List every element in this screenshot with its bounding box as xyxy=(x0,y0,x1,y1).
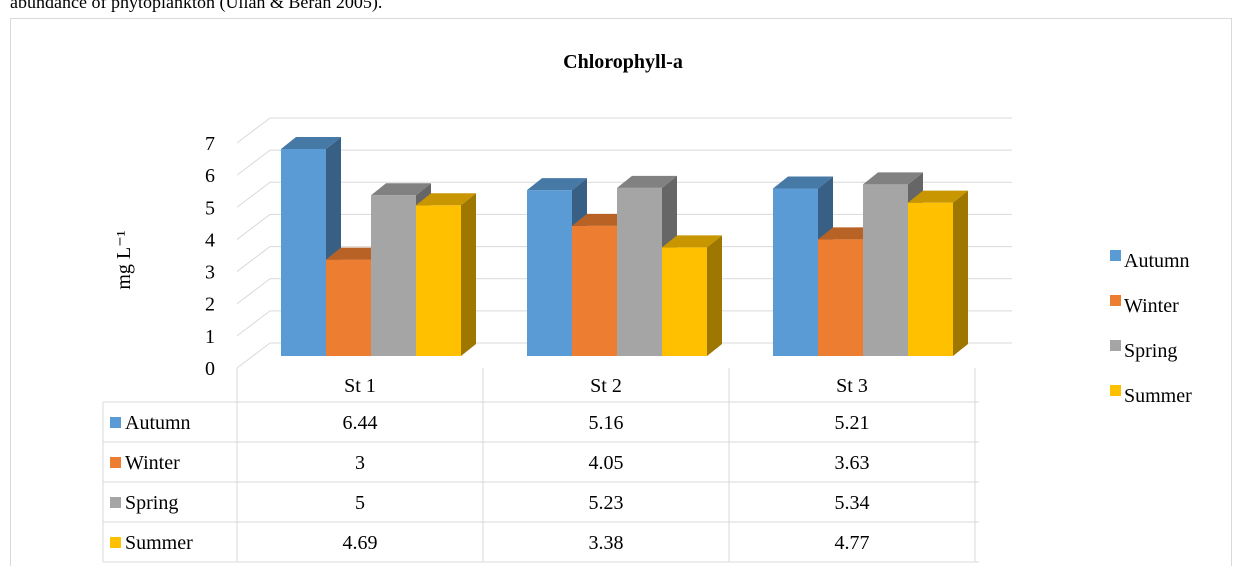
grid-line-side xyxy=(236,246,271,272)
legend-key xyxy=(1110,340,1121,351)
legend-key xyxy=(1110,250,1121,261)
y-tick-label: 6 xyxy=(205,165,215,187)
bar-top xyxy=(617,175,677,188)
table-row-label: Autumn xyxy=(125,412,191,434)
bar-side xyxy=(707,235,722,356)
x-tick-label: St 3 xyxy=(836,375,868,397)
bar xyxy=(617,187,662,356)
grid-line-side xyxy=(236,278,271,305)
x-tick-label: St 1 xyxy=(344,375,376,397)
table-legend-key xyxy=(110,537,121,548)
grid-line-side xyxy=(236,117,271,144)
table-row-label: Summer xyxy=(125,532,193,554)
table-value: 3.38 xyxy=(589,532,624,554)
grid-line-side xyxy=(236,342,271,369)
table-value: 5 xyxy=(355,492,365,514)
chart-title: Chlorophyll-a xyxy=(563,51,683,73)
legend-label: Spring xyxy=(1124,340,1177,362)
bar xyxy=(527,190,572,356)
y-tick-label: 7 xyxy=(205,133,215,155)
table-value: 5.23 xyxy=(589,492,624,514)
bar-top xyxy=(773,176,833,189)
bar-top xyxy=(662,235,722,248)
table-row-label: Spring xyxy=(125,492,178,514)
legend-key xyxy=(1110,295,1121,306)
page-text: abundance of phytoplankton (Ullah & Bera… xyxy=(10,0,382,13)
bar-top xyxy=(281,137,341,149)
legend-key xyxy=(1110,385,1121,396)
y-axis-label: mg L⁻¹ xyxy=(113,230,135,289)
grid-line-side xyxy=(236,181,271,208)
bar-top xyxy=(527,178,587,191)
grid-line-side xyxy=(236,149,271,176)
table-row-label: Winter xyxy=(125,452,180,474)
bar xyxy=(572,225,617,356)
table-value: 3.63 xyxy=(835,452,870,474)
bar xyxy=(326,259,371,356)
grid-line-side xyxy=(236,310,271,337)
table-value: 4.05 xyxy=(589,452,624,474)
bar xyxy=(281,149,326,356)
table-value: 5.16 xyxy=(589,412,624,434)
table-legend-key xyxy=(110,457,121,468)
bar-top xyxy=(416,193,476,206)
legend-label: Autumn xyxy=(1124,250,1190,272)
y-tick-label: 3 xyxy=(205,262,215,284)
bar-top xyxy=(863,172,923,185)
bar xyxy=(773,188,818,356)
y-tick-label: 4 xyxy=(205,229,215,251)
table-value: 5.21 xyxy=(835,412,870,434)
table-value: 4.69 xyxy=(343,532,378,554)
x-tick-label: St 2 xyxy=(590,375,622,397)
bar xyxy=(371,195,416,356)
y-tick-label: 5 xyxy=(205,197,215,219)
table-legend-key xyxy=(110,417,121,428)
bar xyxy=(818,239,863,356)
table-value: 4.77 xyxy=(835,532,870,554)
table-value: 6.44 xyxy=(343,412,378,434)
bar-side xyxy=(461,193,476,356)
bar-top xyxy=(908,190,968,203)
bar-top xyxy=(371,183,431,196)
bar xyxy=(863,184,908,356)
y-tick-label: 1 xyxy=(205,326,215,348)
legend-label: Winter xyxy=(1124,295,1179,317)
table-value: 5.34 xyxy=(835,492,870,514)
bar-side xyxy=(953,190,968,356)
bar xyxy=(908,202,953,356)
grid-line-side xyxy=(236,214,271,240)
table-value: 3 xyxy=(355,452,365,474)
legend-label: Summer xyxy=(1124,385,1192,407)
table-legend-key xyxy=(110,497,121,508)
y-tick-label: 2 xyxy=(205,294,215,316)
bar xyxy=(662,247,707,356)
y-tick-label: 0 xyxy=(205,358,215,380)
bar xyxy=(416,205,461,356)
